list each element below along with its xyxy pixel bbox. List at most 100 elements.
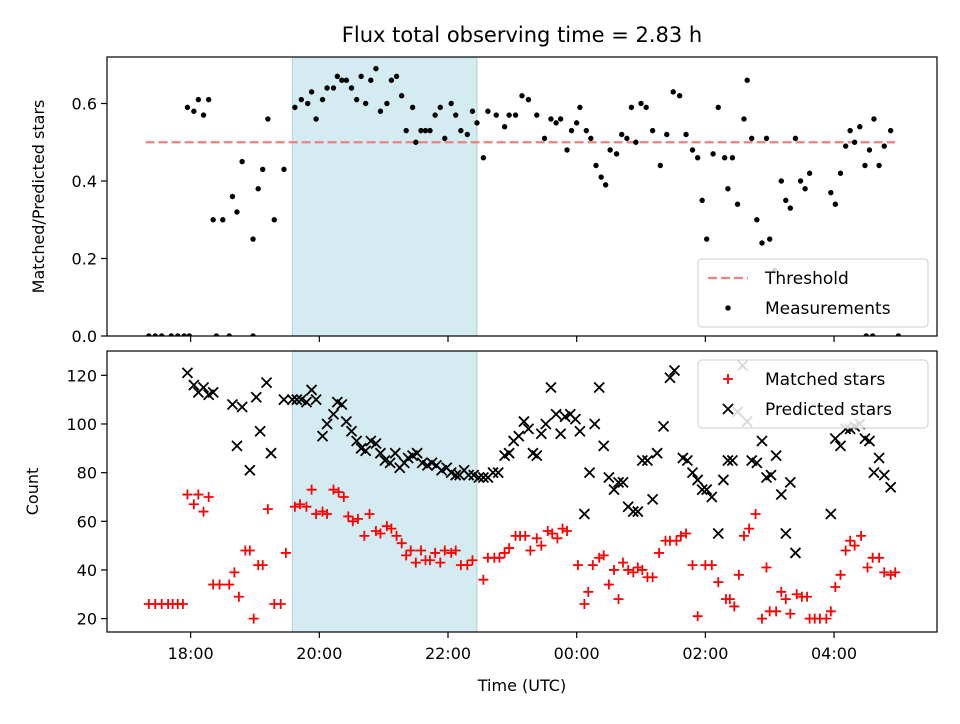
matched-stars-point bbox=[375, 528, 386, 539]
predicted-stars-point bbox=[477, 471, 490, 484]
measurement-point bbox=[876, 162, 882, 169]
matched-stars-point bbox=[504, 543, 515, 554]
matched-stars-point bbox=[410, 557, 421, 568]
predicted-stars-point bbox=[578, 508, 591, 520]
measurement-point bbox=[384, 100, 390, 107]
predicted-stars-point bbox=[770, 449, 782, 462]
measurement-point bbox=[213, 333, 220, 336]
matched-stars-point bbox=[557, 523, 568, 534]
matched-stars-point bbox=[776, 586, 787, 597]
matched-stars-point bbox=[572, 560, 583, 571]
matched-stars-point bbox=[681, 528, 692, 539]
matched-stars-point bbox=[405, 545, 416, 556]
predicted-stars-point bbox=[340, 415, 352, 428]
y-tick-label: 0.0 bbox=[72, 327, 97, 346]
measurement-point bbox=[200, 112, 207, 118]
matched-stars-point bbox=[525, 545, 536, 556]
predicted-stars-point bbox=[535, 428, 547, 440]
predicted-stars-point bbox=[868, 467, 880, 479]
measurement-point bbox=[271, 217, 277, 223]
matched-stars-point bbox=[675, 530, 686, 541]
predicted-stars-point bbox=[717, 474, 730, 486]
matched-stars-point bbox=[840, 545, 851, 556]
predicted-stars-point bbox=[244, 464, 256, 476]
measurement-point bbox=[339, 77, 345, 83]
predicted-stars-point bbox=[450, 469, 462, 481]
matched-stars-point bbox=[306, 484, 317, 495]
predicted-stars-point bbox=[681, 454, 693, 467]
matched-stars-point bbox=[738, 530, 749, 541]
measurement-point bbox=[422, 127, 429, 134]
measurement-point bbox=[168, 333, 175, 336]
predicted-stars-point bbox=[636, 454, 648, 467]
matched-stars-point bbox=[359, 530, 370, 541]
measurement-point bbox=[348, 85, 355, 91]
measurement-point bbox=[519, 93, 525, 99]
measurement-point bbox=[474, 120, 480, 126]
measurement-point bbox=[694, 155, 701, 161]
measurement-point bbox=[393, 73, 400, 80]
predicted-stars-point bbox=[550, 408, 562, 420]
matched-stars-point bbox=[761, 562, 772, 573]
predicted-stars-point bbox=[181, 367, 194, 379]
matched-stars-point bbox=[613, 594, 624, 605]
measurement-point bbox=[368, 77, 374, 83]
predicted-stars-point bbox=[885, 481, 897, 493]
measurement-point bbox=[358, 73, 364, 80]
measurement-point bbox=[638, 100, 644, 107]
x-axis-label: Time (UTC) bbox=[477, 676, 566, 695]
predicted-stars-point bbox=[531, 449, 543, 462]
y-tick-label: 120 bbox=[66, 366, 97, 385]
matched-stars-point bbox=[439, 545, 450, 556]
matched-stars-point bbox=[750, 509, 761, 520]
measurement-point bbox=[250, 236, 256, 242]
measurement-point bbox=[418, 127, 424, 134]
matched-stars-point bbox=[756, 613, 767, 624]
measurement-point bbox=[568, 127, 575, 134]
measurement-point bbox=[593, 162, 599, 169]
measurement-point bbox=[334, 73, 341, 80]
measurement-point bbox=[184, 104, 191, 111]
matched-stars-point bbox=[583, 586, 594, 597]
measurement-point bbox=[887, 127, 894, 134]
predicted-stars-point bbox=[593, 381, 605, 394]
predicted-stars-point bbox=[589, 418, 601, 430]
measurement-point bbox=[191, 108, 197, 114]
measurement-point bbox=[871, 116, 877, 122]
legend-measurements-swatch bbox=[725, 305, 731, 311]
axes-frame bbox=[106, 350, 938, 633]
measurement-point bbox=[464, 131, 471, 138]
matched-stars-point bbox=[609, 564, 620, 575]
matched-stars-point bbox=[280, 547, 291, 558]
measurement-point bbox=[759, 240, 765, 246]
measurement-point bbox=[689, 147, 696, 153]
legend: Threshold Measurements bbox=[697, 258, 929, 328]
matched-stars-point bbox=[229, 567, 240, 578]
measurement-point bbox=[734, 201, 741, 207]
measurement-point bbox=[624, 135, 630, 142]
y-axis-label: Count bbox=[23, 468, 42, 516]
measurement-point bbox=[729, 155, 736, 161]
measurement-point bbox=[250, 333, 256, 336]
measurement-point bbox=[234, 209, 240, 215]
matched-stars-point bbox=[845, 535, 856, 546]
measurement-point bbox=[324, 85, 330, 91]
measurement-point bbox=[895, 333, 902, 336]
measurement-point bbox=[442, 135, 448, 142]
measurement-point bbox=[721, 155, 728, 161]
predicted-stars-point bbox=[657, 420, 670, 433]
matched-stars-point bbox=[182, 489, 193, 500]
measurement-point bbox=[866, 147, 873, 153]
x-tick-label: 00:00 bbox=[554, 644, 600, 663]
matched-stars-point bbox=[830, 581, 841, 592]
matched-stars-point bbox=[856, 530, 867, 541]
predicted-stars-point bbox=[545, 381, 557, 394]
measurement-point bbox=[265, 116, 271, 122]
measurement-point bbox=[767, 236, 773, 242]
measurement-point bbox=[792, 135, 799, 142]
matched-stars-point bbox=[713, 577, 724, 588]
measurement-point bbox=[628, 104, 635, 111]
measurement-point bbox=[683, 131, 689, 138]
predicted-stars-point bbox=[345, 425, 358, 437]
count-panel: 20 40 60 80 100 120 18:00 20:00 22:00 00:00 02:00 0… bbox=[23, 350, 938, 695]
